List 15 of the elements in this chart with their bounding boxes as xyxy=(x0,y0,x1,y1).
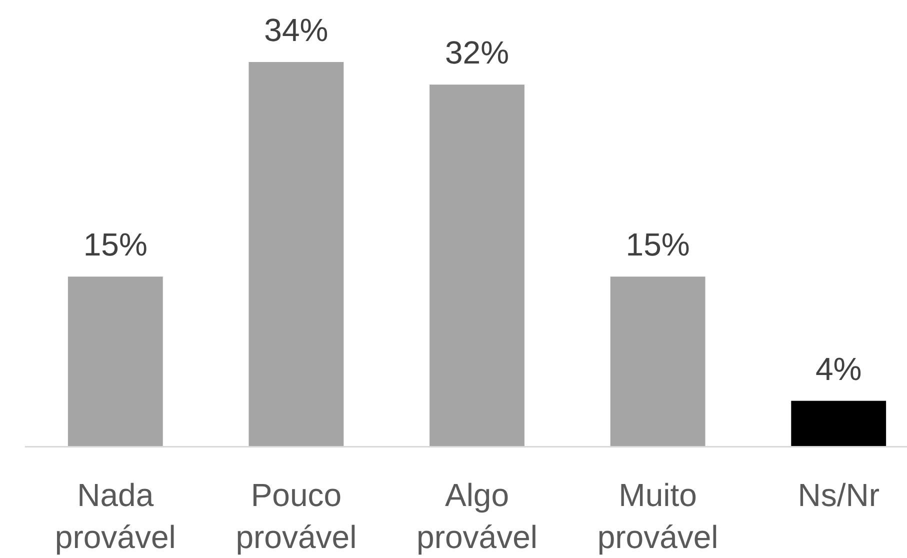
bar xyxy=(610,276,706,446)
bar xyxy=(248,62,344,446)
data-label: 15% xyxy=(83,226,148,263)
x-tick-label: Ns/Nr xyxy=(798,477,880,513)
x-tick-label: Algo provável xyxy=(416,477,538,555)
data-label: 34% xyxy=(264,12,328,48)
bar xyxy=(430,84,524,446)
data-label: 32% xyxy=(444,34,510,71)
bar xyxy=(791,400,886,446)
bar xyxy=(68,276,163,446)
x-tick-label: Pouco provável xyxy=(236,477,357,555)
x-tick-label: Nada provável xyxy=(54,477,176,555)
data-label: 4% xyxy=(815,350,862,387)
x-tick-label: Muito provável xyxy=(597,477,718,555)
data-label: 15% xyxy=(626,226,690,263)
